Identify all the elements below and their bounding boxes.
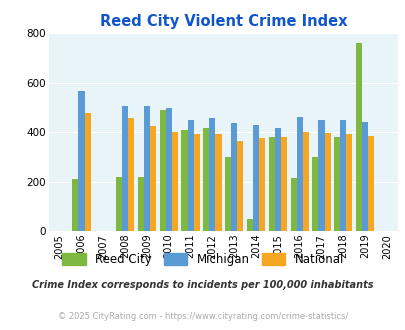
Bar xyxy=(224,157,230,231)
Bar xyxy=(203,128,209,231)
Bar xyxy=(171,132,177,231)
Text: © 2025 CityRating.com - https://www.cityrating.com/crime-statistics/: © 2025 CityRating.com - https://www.city… xyxy=(58,312,347,321)
Bar xyxy=(290,178,296,231)
Bar xyxy=(187,120,193,231)
Bar xyxy=(72,179,78,231)
Bar xyxy=(122,106,128,231)
Bar xyxy=(116,177,122,231)
Bar xyxy=(252,125,258,231)
Bar xyxy=(165,109,171,231)
Text: Crime Index corresponds to incidents per 100,000 inhabitants: Crime Index corresponds to incidents per… xyxy=(32,280,373,290)
Bar xyxy=(193,135,199,231)
Bar xyxy=(143,106,149,231)
Bar xyxy=(333,137,339,231)
Title: Reed City Violent Crime Index: Reed City Violent Crime Index xyxy=(99,14,346,29)
Bar xyxy=(355,43,361,231)
Bar xyxy=(324,133,330,231)
Bar xyxy=(137,177,143,231)
Bar xyxy=(268,137,274,231)
Bar xyxy=(128,118,134,231)
Bar xyxy=(258,138,264,231)
Bar xyxy=(345,135,352,231)
Legend: Reed City, Michigan, National: Reed City, Michigan, National xyxy=(57,248,348,271)
Bar xyxy=(159,110,165,231)
Bar xyxy=(149,126,156,231)
Bar xyxy=(215,135,221,231)
Bar xyxy=(280,137,286,231)
Bar xyxy=(274,128,280,231)
Bar xyxy=(181,130,187,231)
Bar xyxy=(246,218,252,231)
Bar xyxy=(367,136,373,231)
Bar xyxy=(311,157,318,231)
Bar xyxy=(318,120,324,231)
Bar xyxy=(361,122,367,231)
Bar xyxy=(237,141,243,231)
Bar xyxy=(84,114,90,231)
Bar xyxy=(296,117,302,231)
Bar xyxy=(339,120,345,231)
Bar xyxy=(302,132,308,231)
Bar xyxy=(209,118,215,231)
Bar xyxy=(230,123,237,231)
Bar xyxy=(78,91,84,231)
